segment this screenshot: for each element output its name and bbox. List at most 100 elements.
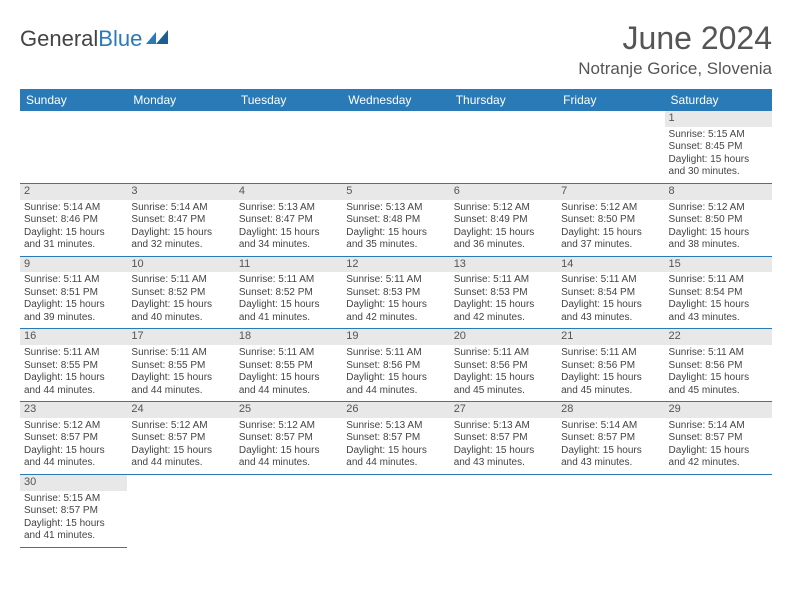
weekday-header: Monday (127, 89, 234, 111)
day-info-line: Daylight: 15 hours (24, 445, 123, 458)
calendar-week: 23Sunrise: 5:12 AMSunset: 8:57 PMDayligh… (20, 402, 772, 475)
day-number: 24 (127, 402, 234, 418)
day-info-line: Sunset: 8:55 PM (131, 360, 230, 373)
day-info-line: Sunset: 8:52 PM (131, 287, 230, 300)
day-number: 22 (665, 329, 772, 345)
day-number: 9 (20, 257, 127, 273)
day-info-line: Daylight: 15 hours (131, 445, 230, 458)
day-info-line: Sunrise: 5:12 AM (239, 420, 338, 433)
day-info-line: and 36 minutes. (454, 239, 553, 252)
day-info-line: Daylight: 15 hours (561, 372, 660, 385)
calendar-cell: 29Sunrise: 5:14 AMSunset: 8:57 PMDayligh… (665, 402, 772, 475)
day-info-line: and 35 minutes. (346, 239, 445, 252)
calendar-cell: 10Sunrise: 5:11 AMSunset: 8:52 PMDayligh… (127, 256, 234, 329)
calendar-cell: 26Sunrise: 5:13 AMSunset: 8:57 PMDayligh… (342, 402, 449, 475)
weekday-header: Sunday (20, 89, 127, 111)
day-info-line: Daylight: 15 hours (561, 445, 660, 458)
day-info-line: and 44 minutes. (131, 457, 230, 470)
calendar-head: SundayMondayTuesdayWednesdayThursdayFrid… (20, 89, 772, 111)
day-info-line: Sunset: 8:46 PM (24, 214, 123, 227)
day-info-line: Daylight: 15 hours (346, 445, 445, 458)
calendar-cell-empty (235, 474, 342, 547)
day-info-line: Sunrise: 5:11 AM (131, 274, 230, 287)
day-info-line: Sunset: 8:55 PM (239, 360, 338, 373)
day-number: 23 (20, 402, 127, 418)
calendar-cell: 22Sunrise: 5:11 AMSunset: 8:56 PMDayligh… (665, 329, 772, 402)
day-info-line: and 37 minutes. (561, 239, 660, 252)
location-label: Notranje Gorice, Slovenia (578, 59, 772, 79)
day-info-line: and 41 minutes. (239, 312, 338, 325)
day-info-line: Daylight: 15 hours (239, 227, 338, 240)
title-block: June 2024 Notranje Gorice, Slovenia (578, 20, 772, 79)
calendar-week: 2Sunrise: 5:14 AMSunset: 8:46 PMDaylight… (20, 183, 772, 256)
calendar-cell: 1Sunrise: 5:15 AMSunset: 8:45 PMDaylight… (665, 111, 772, 183)
day-info-line: Daylight: 15 hours (239, 299, 338, 312)
brand-part2: Blue (98, 26, 142, 52)
calendar-cell: 16Sunrise: 5:11 AMSunset: 8:55 PMDayligh… (20, 329, 127, 402)
day-info-line: and 41 minutes. (24, 530, 123, 543)
day-number: 27 (450, 402, 557, 418)
day-info-line: Sunset: 8:47 PM (239, 214, 338, 227)
day-info-line: Daylight: 15 hours (669, 445, 768, 458)
day-number: 28 (557, 402, 664, 418)
day-info-line: and 45 minutes. (561, 385, 660, 398)
day-info-line: Sunset: 8:53 PM (346, 287, 445, 300)
day-info-line: Sunrise: 5:11 AM (346, 347, 445, 360)
day-number: 18 (235, 329, 342, 345)
day-info-line: and 39 minutes. (24, 312, 123, 325)
day-info-line: Sunrise: 5:14 AM (131, 202, 230, 215)
day-info-line: and 43 minutes. (669, 312, 768, 325)
calendar-cell: 8Sunrise: 5:12 AMSunset: 8:50 PMDaylight… (665, 183, 772, 256)
calendar-cell: 27Sunrise: 5:13 AMSunset: 8:57 PMDayligh… (450, 402, 557, 475)
calendar-cell-empty (127, 474, 234, 547)
day-info-line: Sunrise: 5:11 AM (454, 347, 553, 360)
day-info-line: Sunrise: 5:11 AM (346, 274, 445, 287)
calendar-cell: 23Sunrise: 5:12 AMSunset: 8:57 PMDayligh… (20, 402, 127, 475)
day-info-line: Sunset: 8:47 PM (131, 214, 230, 227)
day-info-line: Daylight: 15 hours (24, 372, 123, 385)
day-number: 16 (20, 329, 127, 345)
day-info-line: and 34 minutes. (239, 239, 338, 252)
day-info-line: Sunset: 8:57 PM (669, 432, 768, 445)
day-info-line: Sunset: 8:48 PM (346, 214, 445, 227)
day-info-line: Sunrise: 5:13 AM (346, 420, 445, 433)
day-info-line: Sunrise: 5:12 AM (669, 202, 768, 215)
weekday-row: SundayMondayTuesdayWednesdayThursdayFrid… (20, 89, 772, 111)
day-info-line: and 40 minutes. (131, 312, 230, 325)
day-info-line: Sunrise: 5:15 AM (669, 129, 768, 142)
day-info-line: and 43 minutes. (561, 312, 660, 325)
day-number: 7 (557, 184, 664, 200)
day-info-line: Daylight: 15 hours (669, 299, 768, 312)
day-info-line: Daylight: 15 hours (131, 372, 230, 385)
day-number: 19 (342, 329, 449, 345)
day-info-line: Sunrise: 5:12 AM (454, 202, 553, 215)
day-info-line: and 42 minutes. (346, 312, 445, 325)
calendar-cell: 24Sunrise: 5:12 AMSunset: 8:57 PMDayligh… (127, 402, 234, 475)
day-info-line: Sunset: 8:57 PM (239, 432, 338, 445)
day-info-line: Daylight: 15 hours (454, 445, 553, 458)
calendar-cell: 5Sunrise: 5:13 AMSunset: 8:48 PMDaylight… (342, 183, 449, 256)
calendar-cell: 11Sunrise: 5:11 AMSunset: 8:52 PMDayligh… (235, 256, 342, 329)
brand-part1: General (20, 26, 98, 52)
day-info-line: and 44 minutes. (346, 457, 445, 470)
day-info-line: Sunrise: 5:12 AM (561, 202, 660, 215)
day-info-line: Sunset: 8:57 PM (131, 432, 230, 445)
day-info-line: Sunset: 8:56 PM (669, 360, 768, 373)
day-info-line: and 43 minutes. (561, 457, 660, 470)
calendar-cell: 4Sunrise: 5:13 AMSunset: 8:47 PMDaylight… (235, 183, 342, 256)
day-info-line: and 44 minutes. (24, 385, 123, 398)
day-info-line: and 44 minutes. (131, 385, 230, 398)
day-info-line: Sunset: 8:51 PM (24, 287, 123, 300)
day-info-line: Daylight: 15 hours (346, 372, 445, 385)
weekday-header: Friday (557, 89, 664, 111)
calendar-cell: 19Sunrise: 5:11 AMSunset: 8:56 PMDayligh… (342, 329, 449, 402)
day-info-line: Sunset: 8:57 PM (346, 432, 445, 445)
day-info-line: and 42 minutes. (454, 312, 553, 325)
calendar-cell-empty (342, 111, 449, 183)
brand-logo: GeneralBlue (20, 20, 170, 52)
day-info-line: Sunrise: 5:11 AM (239, 274, 338, 287)
day-info-line: Daylight: 15 hours (24, 518, 123, 531)
day-number: 15 (665, 257, 772, 273)
day-info-line: Sunrise: 5:11 AM (561, 347, 660, 360)
calendar-cell: 30Sunrise: 5:15 AMSunset: 8:57 PMDayligh… (20, 474, 127, 547)
